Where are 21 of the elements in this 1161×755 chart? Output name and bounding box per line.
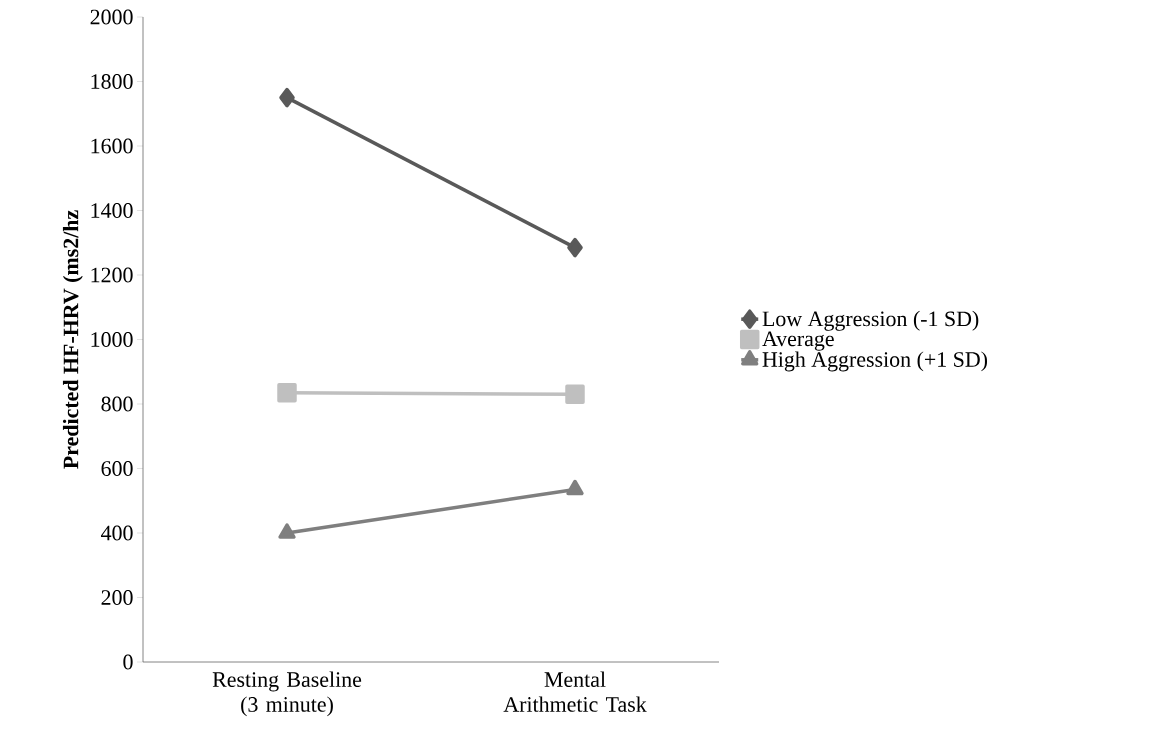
y-tick-label: 1200 xyxy=(91,267,133,283)
point xyxy=(277,382,297,403)
y-axis-title: Predicted HF-HRV (ms2/hz xyxy=(62,210,83,469)
y-tick-label: 2000 xyxy=(90,9,133,25)
y-tick-label: 200 xyxy=(101,590,133,605)
x-tick-label: Resting Baseline (3 minute) xyxy=(212,671,362,717)
legend-label: High Aggression (+1 SD) xyxy=(762,351,988,372)
legend-label: Low Aggression (-1 SD) xyxy=(762,310,979,331)
x-tick-label: Mental Arithmetic Task xyxy=(503,671,647,712)
y-tick-label: 1000 xyxy=(91,332,133,347)
y-tick-label: 0 xyxy=(123,654,133,670)
y-tick-label: 400 xyxy=(101,525,133,541)
point xyxy=(567,237,583,258)
legend-label: Average xyxy=(762,331,834,351)
y-tick-label: 1400 xyxy=(91,203,133,218)
y-tick-label: 1800 xyxy=(91,74,133,89)
point xyxy=(565,384,585,405)
point xyxy=(279,87,295,108)
y-tick-label: 1600 xyxy=(91,138,133,154)
y-tick-label: 800 xyxy=(101,396,133,412)
y-tick-label: 600 xyxy=(101,461,133,476)
